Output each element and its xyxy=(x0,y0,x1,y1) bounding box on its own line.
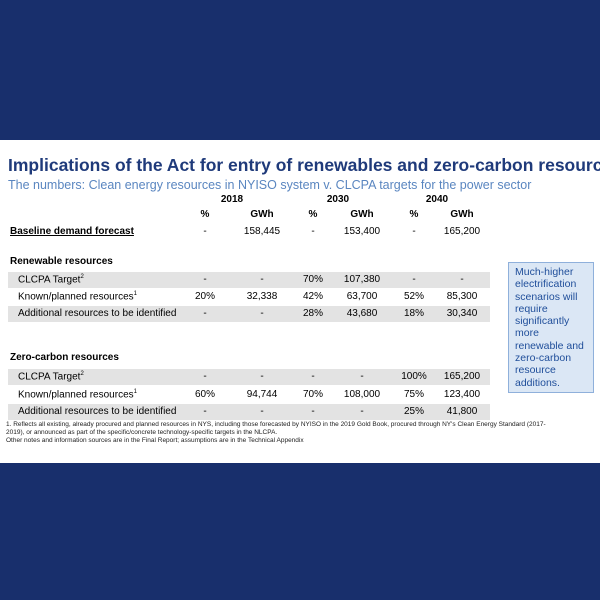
cell: 25% xyxy=(403,406,424,417)
slide: Implications of the Act for entry of ren… xyxy=(0,140,600,463)
footnote-ref: 1 xyxy=(133,291,137,297)
row-label: Additional resources to be identified xyxy=(18,308,177,319)
unit-header: GWh xyxy=(250,209,274,220)
cell: - xyxy=(260,406,264,417)
row-label: CLCPA Target2 xyxy=(18,371,84,383)
cell: 107,380 xyxy=(343,274,381,285)
year-header: 2018 xyxy=(220,194,244,205)
subtitle: The numbers: Clean energy resources in N… xyxy=(8,178,532,192)
footnote: 1. Reflects all existing, already procur… xyxy=(6,421,546,436)
row-label: Known/planned resources1 xyxy=(18,291,137,303)
cell: - xyxy=(360,406,364,417)
cell: 100% xyxy=(401,371,427,382)
row-label: CLCPA Target2 xyxy=(18,274,84,286)
title: Implications of the Act for entry of ren… xyxy=(8,155,600,175)
cell: 123,400 xyxy=(443,389,481,400)
cell: 85,300 xyxy=(446,291,478,302)
footnote-ref: 2 xyxy=(80,274,84,280)
cell: - xyxy=(360,371,364,382)
cell: 52% xyxy=(403,291,424,302)
cell: - xyxy=(311,406,315,417)
cell: - xyxy=(203,308,207,319)
cell: 94,744 xyxy=(246,389,278,400)
cell: - xyxy=(311,226,315,237)
cell: - xyxy=(260,308,264,319)
row-shade xyxy=(8,306,490,322)
footnote: Other notes and information sources are … xyxy=(6,437,304,444)
cell: - xyxy=(412,274,416,285)
row-label: Additional resources to be identified xyxy=(18,406,177,417)
row-shade xyxy=(8,369,490,385)
unit-header: % xyxy=(200,209,210,220)
cell: 63,700 xyxy=(346,291,378,302)
cell: - xyxy=(203,406,207,417)
cell: 70% xyxy=(302,274,323,285)
cell: - xyxy=(260,274,264,285)
cell: - xyxy=(412,226,416,237)
cell: 20% xyxy=(194,291,215,302)
footnote-ref: 2 xyxy=(80,371,84,377)
unit-header: % xyxy=(308,209,318,220)
cell: 32,338 xyxy=(246,291,278,302)
cell: - xyxy=(311,371,315,382)
cell: 158,445 xyxy=(243,226,281,237)
row-label: Known/planned resources1 xyxy=(18,389,137,401)
cell: 108,000 xyxy=(343,389,381,400)
row-label: Zero-carbon resources xyxy=(10,352,119,363)
cell: 153,400 xyxy=(343,226,381,237)
row-label: Renewable resources xyxy=(10,256,113,267)
unit-header: % xyxy=(409,209,419,220)
cell: 41,800 xyxy=(446,406,478,417)
cell: 70% xyxy=(302,389,323,400)
cell: 30,340 xyxy=(446,308,478,319)
cell: 165,200 xyxy=(443,371,481,382)
unit-header: GWh xyxy=(350,209,374,220)
callout: Much-higher electrification scenarios wi… xyxy=(508,262,594,393)
cell: - xyxy=(203,226,207,237)
cell: 28% xyxy=(302,308,323,319)
cell: 18% xyxy=(403,308,424,319)
row-label: Baseline demand forecast xyxy=(10,226,134,237)
year-header: 2040 xyxy=(425,194,449,205)
cell: 75% xyxy=(403,389,424,400)
cell: 60% xyxy=(194,389,215,400)
year-header: 2030 xyxy=(326,194,350,205)
cell: - xyxy=(460,274,464,285)
cell: - xyxy=(203,371,207,382)
footnote-ref: 1 xyxy=(133,389,137,395)
cell: 42% xyxy=(302,291,323,302)
cell: 165,200 xyxy=(443,226,481,237)
cell: 43,680 xyxy=(346,308,378,319)
row-shade xyxy=(8,404,490,420)
unit-header: GWh xyxy=(450,209,474,220)
cell: - xyxy=(260,371,264,382)
row-shade xyxy=(8,272,490,288)
cell: - xyxy=(203,274,207,285)
